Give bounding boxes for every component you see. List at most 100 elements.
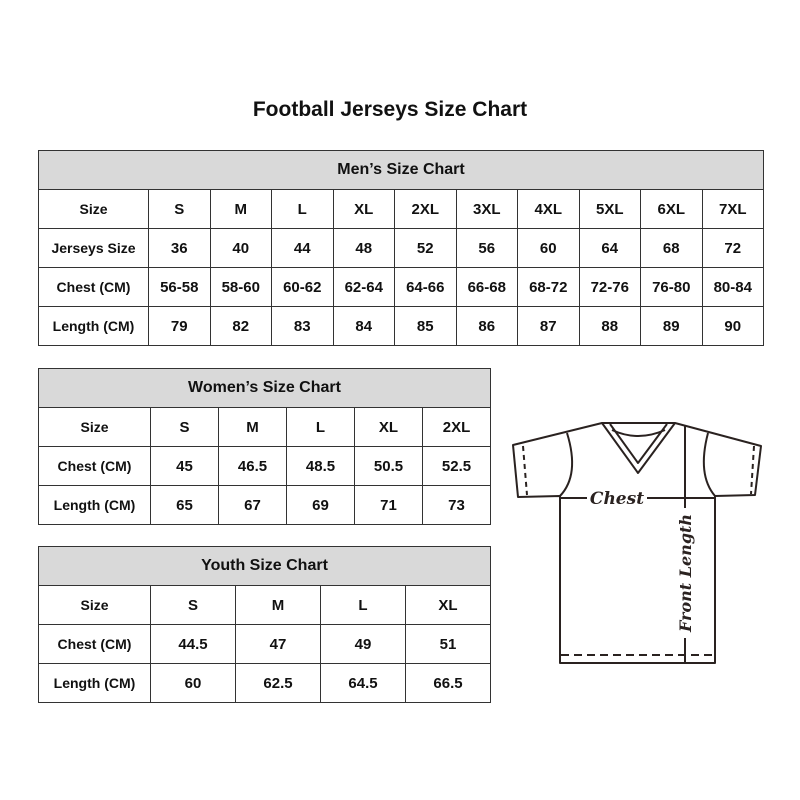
- table-cell: 36: [148, 228, 211, 268]
- table-cell: 71: [354, 485, 423, 525]
- table-cell: 45: [150, 446, 219, 486]
- table-cell: 86: [455, 306, 518, 346]
- womens-size-table: Women’s Size Chart Size S M L XL 2XL Chest (CM…: [38, 368, 491, 525]
- row-label: Size: [38, 585, 151, 625]
- front-length-label: Front Length: [676, 514, 695, 633]
- table-cell: 56-58: [148, 267, 211, 307]
- table-cell: 79: [148, 306, 211, 346]
- left-sleeve-hem: [522, 445, 528, 496]
- row-label: Length (CM): [38, 306, 149, 346]
- table-cell: XL: [354, 407, 423, 447]
- jersey-collar-outer: [601, 422, 676, 474]
- table-cell: 88: [578, 306, 641, 346]
- table-row: Size S M L XL 2XL: [38, 407, 491, 447]
- table-cell: 60: [150, 663, 236, 703]
- table-row: Chest (CM) 45 46.5 48.5 50.5 52.5: [38, 446, 491, 486]
- table-cell: 44.5: [150, 624, 236, 664]
- table-cell: 64.5: [320, 663, 406, 703]
- table-cell: 60: [517, 228, 580, 268]
- table-row: Size S M L XL: [38, 585, 491, 625]
- table-row: Chest (CM) 44.5 47 49 51: [38, 624, 491, 664]
- table-cell: 7XL: [701, 189, 764, 229]
- jersey-outline: [512, 422, 762, 664]
- table-cell: 6XL: [640, 189, 703, 229]
- table-cell: 52: [394, 228, 457, 268]
- table-cell: S: [150, 585, 236, 625]
- table-cell: 4XL: [517, 189, 580, 229]
- right-sleeve-hem: [750, 445, 755, 495]
- table-cell: 5XL: [578, 189, 641, 229]
- jersey-diagram: Chest Front Length: [512, 422, 762, 664]
- table-cell: 72-76: [578, 267, 641, 307]
- table-cell: 64: [578, 228, 641, 268]
- right-sleeve-seam: [702, 432, 716, 497]
- table-cell: 2XL: [394, 189, 457, 229]
- table-cell: 87: [517, 306, 580, 346]
- table-row: Length (CM) 60 62.5 64.5 66.5: [38, 663, 491, 703]
- table-cell: 68-72: [517, 267, 580, 307]
- table-cell: 44: [271, 228, 334, 268]
- table-cell: 46.5: [218, 446, 287, 486]
- table-cell: 83: [271, 306, 334, 346]
- table-cell: 60-62: [271, 267, 334, 307]
- table-cell: L: [271, 189, 334, 229]
- table-cell: 48.5: [286, 446, 355, 486]
- row-label: Size: [38, 407, 151, 447]
- table-cell: 58-60: [209, 267, 272, 307]
- row-label: Size: [38, 189, 149, 229]
- womens-table-title: Women’s Size Chart: [38, 368, 491, 408]
- table-cell: XL: [405, 585, 491, 625]
- table-cell: 3XL: [455, 189, 518, 229]
- jersey-collar-back: [611, 429, 666, 437]
- table-cell: 48: [332, 228, 395, 268]
- table-cell: 66-68: [455, 267, 518, 307]
- table-cell: 72: [701, 228, 764, 268]
- youth-size-table: Youth Size Chart Size S M L XL Chest (CM) 44.5…: [38, 546, 491, 703]
- table-cell: 80-84: [701, 267, 764, 307]
- table-cell: 56: [455, 228, 518, 268]
- mens-table-title: Men’s Size Chart: [38, 150, 764, 190]
- table-cell: L: [286, 407, 355, 447]
- row-label: Length (CM): [38, 485, 151, 525]
- table-cell: 67: [218, 485, 287, 525]
- table-row: Size S M L XL 2XL 3XL 4XL 5XL 6XL 7XL: [38, 189, 764, 229]
- table-row: Length (CM) 65 67 69 71 73: [38, 485, 491, 525]
- page-title: Football Jerseys Size Chart: [252, 98, 528, 121]
- row-label: Length (CM): [38, 663, 151, 703]
- table-cell: 90: [701, 306, 764, 346]
- youth-table-title: Youth Size Chart: [38, 546, 491, 586]
- table-row: Jerseys Size 36 40 44 48 52 56 60 64 68 72: [38, 228, 764, 268]
- table-cell: 2XL: [422, 407, 491, 447]
- table-cell: 50.5: [354, 446, 423, 486]
- table-cell: S: [150, 407, 219, 447]
- table-row: Length (CM) 79 82 83 84 85 86 87 88 89 90: [38, 306, 764, 346]
- table-cell: 64-66: [394, 267, 457, 307]
- table-cell: 66.5: [405, 663, 491, 703]
- table-cell: 62.5: [235, 663, 321, 703]
- table-cell: 89: [640, 306, 703, 346]
- mens-size-table: Men’s Size Chart Size S M L XL 2XL 3XL 4XL 5XL 6X…: [38, 150, 764, 346]
- table-cell: L: [320, 585, 406, 625]
- table-cell: S: [148, 189, 211, 229]
- row-label: Chest (CM): [38, 446, 151, 486]
- row-label: Jerseys Size: [38, 228, 149, 268]
- table-cell: M: [235, 585, 321, 625]
- table-cell: 76-80: [640, 267, 703, 307]
- table-cell: 85: [394, 306, 457, 346]
- table-cell: 40: [209, 228, 272, 268]
- table-cell: 62-64: [332, 267, 395, 307]
- table-cell: 47: [235, 624, 321, 664]
- table-row: Chest (CM) 56-58 58-60 60-62 62-64 64-66 66-68…: [38, 267, 764, 307]
- table-cell: 65: [150, 485, 219, 525]
- table-cell: 82: [209, 306, 272, 346]
- row-label: Chest (CM): [38, 624, 151, 664]
- table-cell: 84: [332, 306, 395, 346]
- table-cell: M: [218, 407, 287, 447]
- table-cell: 52.5: [422, 446, 491, 486]
- table-cell: 51: [405, 624, 491, 664]
- table-cell: 69: [286, 485, 355, 525]
- jersey-collar-inner: [609, 423, 668, 464]
- chest-label: Chest: [590, 489, 644, 509]
- table-cell: XL: [332, 189, 395, 229]
- row-label: Chest (CM): [38, 267, 149, 307]
